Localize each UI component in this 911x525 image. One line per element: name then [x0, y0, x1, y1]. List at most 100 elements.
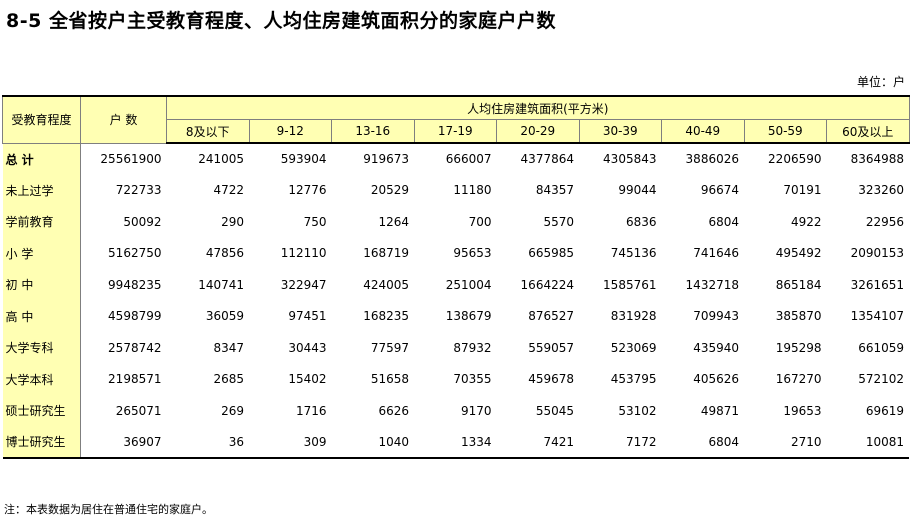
table-cell: 2206590: [768, 152, 822, 167]
table-cell: 1432718: [685, 277, 739, 292]
data-table: 受教育程度 户 数 人均住房建筑面积(平方米) 8及以下 9-12 13-16 …: [2, 95, 910, 459]
table-cell: 2578742: [108, 340, 162, 355]
table-cell: 99044: [618, 183, 657, 198]
table-cell: 55045: [535, 403, 574, 418]
table-cell: 25561900: [100, 152, 162, 166]
table-cell: 572102: [858, 372, 905, 387]
table-cell: 1585761: [603, 277, 657, 292]
table-cell: 12776: [288, 183, 327, 198]
table-cell: 831928: [610, 309, 657, 324]
header-area-range: 60及以上: [826, 119, 910, 144]
table-cell: 865184: [775, 277, 822, 292]
table-cell: 722733: [115, 183, 162, 198]
table-cell: 2090153: [850, 246, 905, 261]
table-cell: 168235: [363, 309, 409, 324]
table-cell: 96674: [700, 183, 739, 198]
unit-label: 单位：户: [856, 75, 905, 89]
header-area-range: 9-12: [248, 119, 332, 144]
table-cell: 1664224: [520, 277, 574, 292]
row-label: 未上过学: [2, 174, 81, 206]
table-cell: 559057: [528, 340, 574, 355]
table-cell: 195298: [775, 340, 822, 355]
table-cell: 6804: [661, 426, 744, 459]
table-cell: 2685: [213, 372, 244, 387]
table-cell: 6626: [378, 403, 409, 418]
row-label: 初 中: [2, 269, 81, 301]
table-cell: 15402: [288, 372, 327, 387]
table-cell: 700: [468, 214, 492, 229]
table-row: 总 计 25561900 241005 593904 919673 666007 43778…: [2, 143, 910, 175]
table-cell: 495492: [775, 246, 822, 261]
table-cell: 750: [303, 214, 327, 229]
table-cell: 8364988: [850, 152, 905, 167]
header-area-range: 30-39: [578, 119, 662, 144]
table-row: 大学专科 2578742 8347 30443 77597 87932 559057 5230…: [2, 332, 910, 364]
table-cell: 1716: [295, 403, 327, 418]
table-cell: 4377864: [520, 152, 574, 167]
page-title: 8-5 全省按户主受教育程度、人均住房建筑面积分的家庭户户数: [6, 10, 556, 32]
row-label: 博士研究生: [2, 426, 81, 459]
table-cell: 87932: [453, 340, 492, 355]
header-area-range: 20-29: [496, 119, 580, 144]
row-label: 小 学: [2, 237, 81, 269]
table-cell: 138679: [445, 309, 492, 324]
table-cell: 459678: [528, 372, 574, 387]
header-area-range: 13-16: [331, 119, 415, 144]
table-cell: 523069: [610, 340, 657, 355]
table-cell: 269: [221, 403, 244, 418]
table-cell: 1334: [414, 426, 497, 459]
table-cell: 4305843: [603, 152, 657, 167]
table-cell: 10081: [826, 426, 910, 459]
table-cell: 4922: [790, 214, 822, 229]
row-label: 高 中: [2, 300, 81, 332]
table-cell: 453795: [610, 372, 657, 387]
table-cell: 69619: [865, 403, 905, 418]
table-cell: 22956: [865, 214, 905, 229]
table-cell: 50092: [123, 214, 162, 229]
table-cell: 70355: [453, 372, 492, 387]
table-cell: 1264: [378, 214, 409, 229]
table-cell: 51658: [370, 372, 409, 387]
footnote: 注：本表数据为居住在普通住宅的家庭户。: [4, 503, 213, 516]
table-cell: 251004: [445, 277, 492, 292]
table-cell: 6836: [625, 214, 657, 229]
table-cell: 5162750: [108, 246, 162, 261]
table-body: 总 计 25561900 241005 593904 919673 666007 43778…: [2, 143, 910, 459]
row-label: 总 计: [2, 143, 81, 175]
table-cell: 290: [221, 214, 244, 229]
table-cell: 309: [249, 426, 332, 459]
table-cell: 435940: [693, 340, 739, 355]
table-cell: 2710: [744, 426, 827, 459]
header-households: 户 数: [80, 95, 167, 144]
table-cell: 4598799: [108, 309, 162, 324]
table-cell: 9948235: [108, 277, 162, 292]
header-area-range: 50-59: [743, 119, 827, 144]
table-cell: 424005: [363, 277, 409, 292]
table-cell: 20529: [370, 183, 409, 198]
header-area-group: 人均住房建筑面积(平方米): [166, 95, 910, 120]
table-cell: 323260: [858, 183, 905, 198]
table-cell: 77597: [370, 340, 409, 355]
table-cell: 8347: [213, 340, 244, 355]
table-row: 小 学 5162750 47856 112110 168719 95653 665985 74…: [2, 237, 910, 269]
table-cell: 405626: [693, 372, 739, 387]
table-cell: 19653: [783, 403, 822, 418]
table-cell: 30443: [288, 340, 327, 355]
table-cell: 661059: [858, 340, 905, 355]
table-cell: 745136: [610, 246, 657, 261]
header-area-range: 17-19: [413, 119, 497, 144]
table-cell: 47856: [205, 246, 244, 261]
table-row: 大学本科 2198571 2685 15402 51658 70355 459678 4537…: [2, 363, 910, 395]
header-area-range: 8及以下: [166, 119, 250, 144]
table-cell: 97451: [288, 309, 327, 324]
table-cell: 665985: [528, 246, 574, 261]
table-cell: 36059: [205, 309, 244, 324]
table-cell: 36907: [80, 426, 167, 459]
table-cell: 241005: [198, 152, 244, 167]
table-cell: 2198571: [108, 372, 162, 387]
table-cell: 70191: [783, 183, 822, 198]
table-cell: 593904: [280, 152, 327, 167]
table-cell: 7421: [496, 426, 579, 459]
table-cell: 112110: [280, 246, 327, 261]
table-cell: 168719: [363, 246, 409, 261]
